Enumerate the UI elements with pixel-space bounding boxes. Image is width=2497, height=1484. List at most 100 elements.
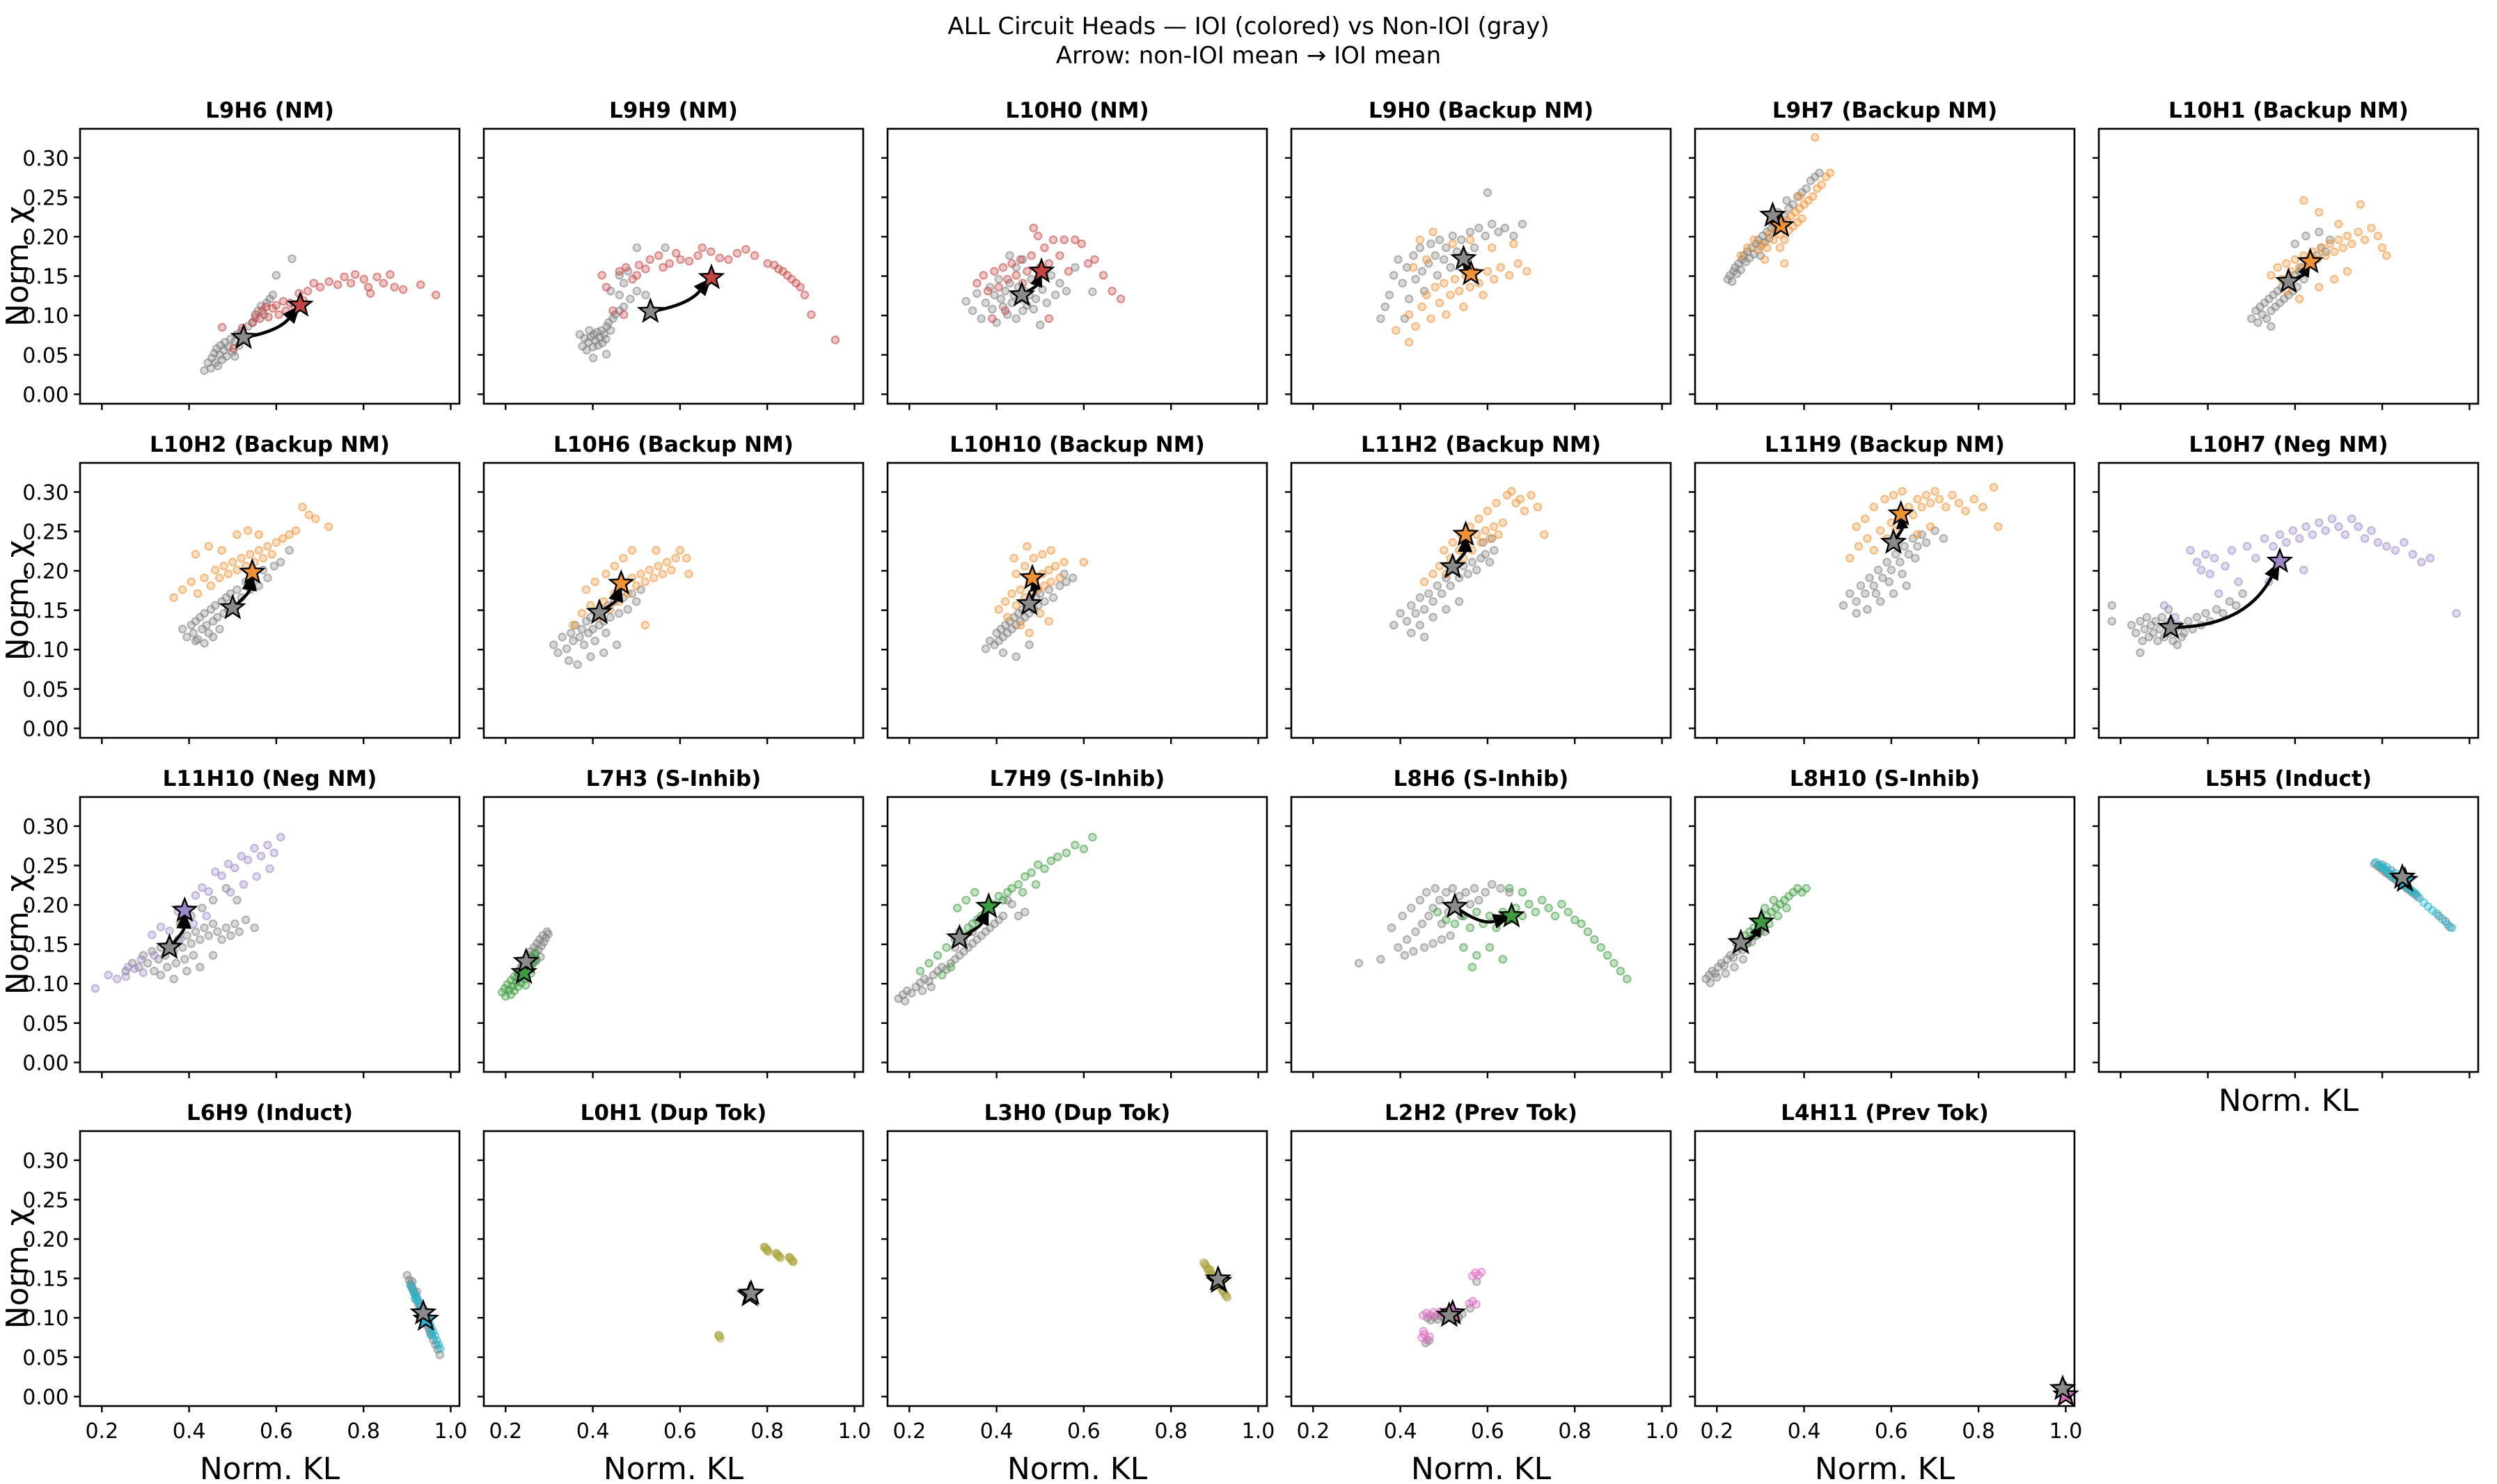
x-axis-label: Norm. KL	[604, 1451, 744, 1481]
x-tick-label: 0.8	[1962, 1419, 1995, 1444]
panel-l5h5-induct: L5H5 (Induct) Norm. KL	[2093, 766, 2480, 1119]
x-axis-label: Norm. KL	[1411, 1451, 1552, 1481]
ioi-mean-star	[1767, 211, 1795, 237]
panel-frame	[482, 1130, 865, 1407]
non-ioi-mean-star	[512, 947, 540, 974]
x-tick-label: 1.0	[1242, 1419, 1275, 1444]
y-axis-label: Norm. χ	[0, 1208, 36, 1329]
panel-l7h9-s-inhib: L7H9 (S-Inhib)	[881, 766, 1268, 1078]
panel-title: L9H9 (NM)	[609, 98, 738, 123]
panel-title: L8H10 (S-Inhib)	[1790, 766, 1980, 791]
points-layer	[2246, 196, 2391, 331]
panel-l10h7-neg-nm: L10H7 (Neg NM)	[2093, 432, 2480, 744]
panel-frame	[886, 127, 1268, 405]
ioi-mean-star	[1887, 500, 1915, 526]
ioi-points	[217, 270, 441, 354]
non-ioi-mean-star	[1008, 281, 1036, 307]
panel-frame	[886, 461, 1268, 739]
y-tick-label: 0.10	[22, 638, 69, 663]
ioi-points	[1732, 883, 1811, 948]
non-ioi-mean-star	[219, 593, 246, 619]
x-tick-label: 0.4	[173, 1419, 206, 1444]
non-ioi-points	[2107, 589, 2248, 658]
y-axis-label: Norm. χ	[0, 874, 36, 995]
y-tick-label: 0.10	[22, 1307, 69, 1331]
y-axis-label: Norm. χ	[0, 540, 36, 661]
ioi-mean-star	[698, 263, 725, 290]
panel-frame	[482, 127, 865, 405]
panel-l10h1-backup-nm: L10H1 (Backup NM)	[2093, 98, 2480, 410]
non-ioi-mean-star	[636, 297, 664, 324]
panel-l9h6-nm: L9H6 (NM) 0.00 0.05 0.10 0.15 0.20 0.25 0.30 Nor…	[0, 98, 461, 410]
panel-title: L3H0 (Dup Tok)	[984, 1100, 1171, 1126]
non-ioi-mean-star	[1016, 590, 1043, 616]
panel-l11h10-neg-nm: L11H10 (Neg NM) 0.00 0.05 0.10 0.15 0.20 0.25 0…	[0, 766, 461, 1078]
panel-frame	[1694, 796, 2076, 1073]
y-tick-label: 0.10	[22, 304, 69, 329]
ioi-mean-star	[975, 892, 1002, 918]
non-ioi-points	[575, 243, 670, 363]
panel-l11h9-backup-nm: L11H9 (Backup NM)	[1689, 432, 2076, 744]
ioi-mean-star	[286, 291, 314, 317]
y-tick-label: 0.25	[22, 186, 69, 210]
ioi-points	[2159, 514, 2461, 622]
x-tick-label: 1.0	[434, 1419, 468, 1444]
panel-l4h11-prev-tok: L4H11 (Prev Tok) 0.2 0.4 0.6 0.8 1.0 Norm. KL	[1689, 1100, 2082, 1484]
y-tick-label: 0.15	[22, 599, 69, 624]
y-tick-label: 0.20	[22, 560, 69, 584]
y-axis-label: Norm. χ	[0, 206, 36, 326]
mean-shift-arrowhead	[176, 910, 192, 929]
non-ioi-mean-star	[945, 924, 973, 950]
panel-title: L6H9 (Induct)	[187, 1100, 353, 1126]
x-tick-label: 0.6	[260, 1419, 293, 1444]
y-tick-label: 0.30	[22, 481, 69, 505]
x-tick-label: 0.4	[1788, 1419, 1821, 1444]
ioi-points	[1845, 482, 2003, 563]
x-axis-label: Norm. KL	[1815, 1451, 1955, 1481]
panel-title: L10H6 (Backup NM)	[553, 432, 794, 457]
y-tick-label: 0.30	[22, 815, 69, 839]
y-tick-label: 0.00	[22, 383, 69, 407]
ioi-points	[2371, 858, 2457, 933]
non-ioi-mean-star	[1759, 201, 1786, 228]
panel-l9h9-nm: L9H9 (NM)	[478, 98, 865, 410]
panel-l10h0-nm: L10H0 (NM)	[881, 98, 1268, 410]
panel-title: L10H2 (Backup NM)	[150, 432, 390, 457]
points-layer	[575, 243, 840, 363]
panel-frame	[1694, 127, 2076, 405]
ioi-points	[1392, 227, 1531, 347]
panel-frame	[1694, 1130, 2076, 1407]
panel-frame	[1290, 127, 1672, 405]
x-tick-label: 0.6	[1471, 1419, 1504, 1444]
panel-l8h10-s-inhib: L8H10 (S-Inhib)	[1689, 766, 2076, 1078]
figure-title: ALL Circuit Heads — IOI (colored) vs Non…	[947, 13, 1550, 40]
figure-subtitle: Arrow: non-IOI mean → IOI mean	[1055, 42, 1442, 70]
panel-l10h10-backup-nm: L10H10 (Backup NM)	[881, 432, 1268, 744]
mean-shift-arrowhead	[1896, 514, 1909, 530]
panel-frame	[1290, 461, 1672, 739]
panel-frame	[886, 1130, 1268, 1407]
ioi-points	[1419, 487, 1549, 587]
mean-shift-arrowhead	[1458, 534, 1473, 553]
non-ioi-mean-star	[2388, 862, 2416, 889]
panel-frame	[886, 796, 1268, 1073]
ioi-mean-star	[1018, 563, 1046, 590]
ioi-mean-star	[239, 558, 266, 584]
panel-title: L0H1 (Dup Tok)	[581, 1100, 767, 1126]
x-tick-label: 0.2	[1700, 1419, 1733, 1444]
non-ioi-mean-star	[1204, 1265, 1232, 1291]
panel-l0h1-dup-tok: L0H1 (Dup Tok) 0.2 0.4 0.6 0.8 1.0 Norm. KL	[478, 1100, 871, 1484]
panel-l2h2-prev-tok: L2H2 (Prev Tok) 0.2 0.4 0.6 0.8 1.0 Norm. KL	[1285, 1100, 1678, 1484]
y-tick-label: 0.20	[22, 226, 69, 250]
panel-frame	[79, 127, 461, 405]
y-tick-label: 0.00	[22, 717, 69, 741]
panel-title: L10H10 (Backup NM)	[950, 432, 1205, 457]
ioi-mean-star	[1027, 257, 1055, 283]
x-tick-label: 0.2	[892, 1419, 926, 1444]
x-tick-label: 0.2	[489, 1419, 522, 1444]
y-tick-label: 0.25	[22, 520, 69, 544]
panel-frame	[79, 796, 461, 1073]
panel-title: L10H1 (Backup NM)	[2168, 98, 2409, 123]
